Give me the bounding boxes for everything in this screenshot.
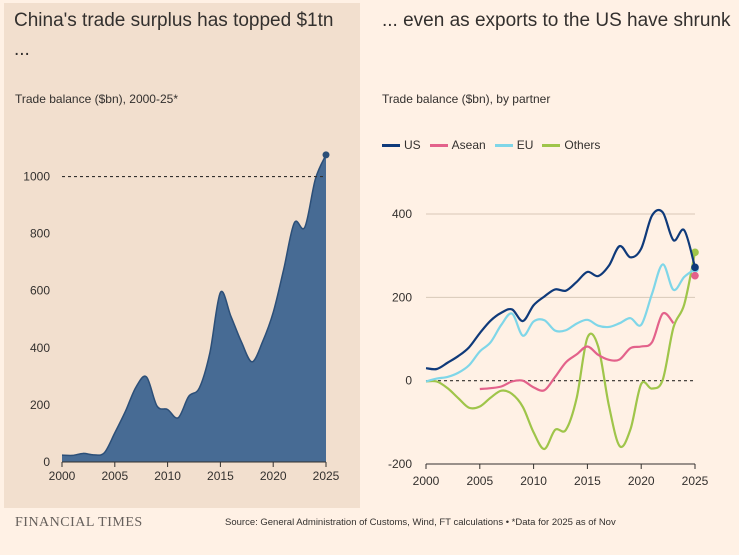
left-chart-headline: China's trade surplus has topped $1tn ..… — [14, 10, 334, 60]
left-y-tick-label: 1000 — [23, 170, 50, 184]
legend-item-us: US — [382, 138, 421, 152]
legend-label-us: US — [404, 138, 421, 152]
left-chart-subtitle: Trade balance ($bn), 2000-25* — [15, 92, 178, 106]
left-y-tick-label: 800 — [30, 227, 50, 241]
left-x-tick-label: 2025 — [313, 469, 340, 483]
right-y-tick-label: 400 — [392, 207, 412, 221]
series-line-eu — [425, 263, 696, 383]
left-y-tick-label: 600 — [30, 284, 50, 298]
right-y-tick-label: 200 — [392, 290, 412, 304]
trade-surplus-area — [62, 154, 326, 462]
ft-logo: FINANCIAL TIMES — [15, 515, 143, 530]
left-x-tick-label: 2015 — [207, 469, 234, 483]
right-x-tick-label: 2020 — [628, 474, 655, 488]
series-line-us — [425, 208, 697, 371]
right-x-tick-label: 2005 — [466, 474, 493, 488]
series-end-marker-us — [691, 263, 699, 272]
legend-label-asean: Asean — [451, 138, 486, 152]
series-end-marker-others — [691, 248, 699, 257]
series-line-asean — [479, 311, 675, 392]
legend-swatch-others — [542, 143, 561, 147]
right-x-tick-label: 2025 — [682, 474, 709, 488]
right-x-tick-label: 2000 — [413, 474, 440, 488]
legend-label-eu: EU — [516, 138, 534, 152]
legend-label-others: Others — [564, 138, 601, 152]
right-chart-subtitle: Trade balance ($bn), by partner — [382, 92, 551, 106]
left-x-tick-label: 2005 — [101, 469, 128, 483]
trade-surplus-line — [61, 154, 327, 457]
legend-item-others: Others — [542, 138, 600, 152]
left-y-tick-label: 0 — [43, 455, 50, 469]
source-note: Source: General Administration of Custom… — [225, 517, 616, 528]
trade-surplus-end-marker — [322, 151, 330, 159]
left-x-tick-label: 2000 — [49, 469, 76, 483]
right-chart-headline: ... even as exports to the US have shrun… — [382, 10, 731, 31]
right-x-tick-label: 2010 — [520, 474, 547, 488]
right-chart-legend: US Asean EU Others — [382, 138, 609, 152]
right-y-tick-label: -200 — [388, 457, 412, 471]
legend-item-eu: EU — [494, 138, 534, 152]
series-line-others — [425, 252, 697, 451]
series-end-marker-asean — [691, 271, 699, 280]
left-x-tick-label: 2020 — [260, 469, 287, 483]
legend-swatch-eu — [494, 143, 513, 147]
left-y-tick-label: 400 — [30, 341, 50, 355]
legend-swatch-asean — [429, 143, 448, 147]
legend-swatch-us — [382, 143, 400, 147]
right-y-tick-label: 0 — [405, 374, 412, 388]
legend-item-asean: Asean — [429, 138, 486, 152]
left-y-tick-label: 200 — [30, 398, 50, 412]
right-x-tick-label: 2015 — [574, 474, 601, 488]
left-x-tick-label: 2010 — [154, 469, 181, 483]
